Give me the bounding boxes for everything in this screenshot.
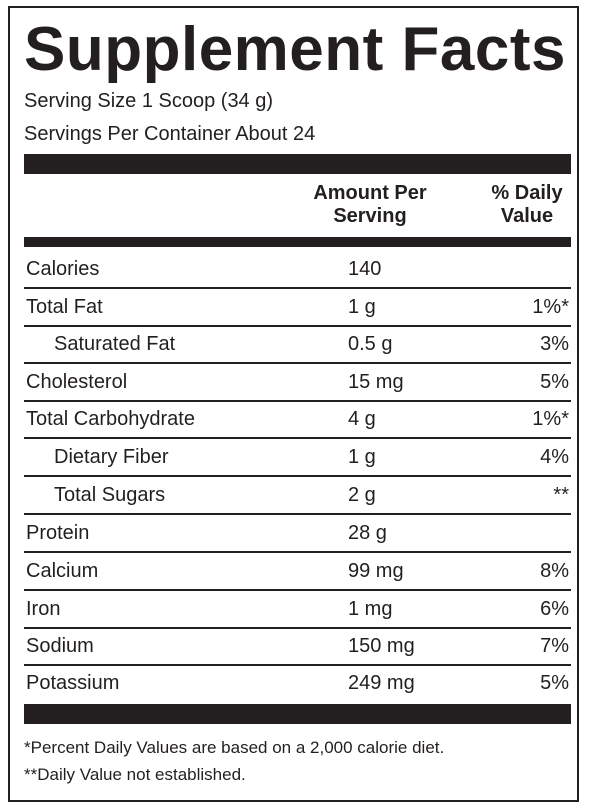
nutrient-daily-value: 6% [540,598,569,620]
nutrient-amount: 249 mg [348,672,415,694]
row-divider [24,589,571,591]
serving-size: Serving Size 1 Scoop (34 g) [24,90,274,112]
nutrient-amount: 28 g [348,522,387,544]
nutrient-amount: 1 g [348,296,376,318]
table-row: Calcium 99 mg 8% [24,553,571,591]
daily-value-header: % Daily Value [478,182,576,228]
row-divider [24,362,571,364]
thick-divider-header [24,237,571,247]
nutrient-name: Protein [26,522,90,544]
nutrient-daily-value: 1%* [532,408,569,430]
thick-divider-bottom [24,704,571,724]
nutrient-name: Total Sugars [54,484,166,506]
nutrient-amount: 15 mg [348,371,404,393]
nutrient-name: Total Carbohydrate [26,408,195,430]
row-divider [24,325,571,327]
nutrient-daily-value: 4% [540,446,569,468]
table-row: Potassium 249 mg 5% [24,665,571,703]
nutrient-amount: 1 g [348,446,376,468]
nutrient-name: Calories [26,258,100,280]
row-divider [24,437,571,439]
nutrient-amount: 150 mg [348,635,415,657]
servings-per-container: Servings Per Container About 24 [24,123,316,145]
nutrient-name: Cholesterol [26,371,128,393]
table-row: Total Sugars 2 g ** [24,477,571,515]
amount-header-line1: Amount Per [313,182,427,204]
nutrient-daily-value: ** [553,484,569,506]
row-divider [24,475,571,477]
nutrient-daily-value: 5% [540,672,569,694]
nutrient-name: Potassium [26,672,120,694]
table-row: Dietary Fiber 1 g 4% [24,439,571,477]
row-divider [24,551,571,553]
footnote-not-established: **Daily Value not established. [24,765,246,784]
dv-header-line2: Value [500,205,554,227]
row-divider [24,400,571,402]
row-divider [24,627,571,629]
nutrient-name: Total Fat [26,296,103,318]
nutrient-amount: 140 [348,258,382,280]
table-row: Total Fat 1 g 1%* [24,289,571,327]
nutrient-daily-value: 3% [540,333,569,355]
nutrient-daily-value: 5% [540,371,569,393]
thick-divider-top [24,154,571,174]
nutrient-name: Saturated Fat [54,333,176,355]
table-row: Cholesterol 15 mg 5% [24,364,571,402]
supplement-facts-panel: Supplement Facts Serving Size 1 Scoop (3… [8,6,579,802]
nutrient-name: Iron [26,598,61,620]
nutrient-amount: 99 mg [348,560,404,582]
table-row: Total Carbohydrate 4 g 1%* [24,401,571,439]
amount-header-line2: Serving [333,205,407,227]
footnote-daily-values: *Percent Daily Values are based on a 2,0… [24,738,445,757]
table-row: Sodium 150 mg 7% [24,628,571,666]
nutrient-amount: 0.5 g [348,333,393,355]
table-row: Saturated Fat 0.5 g 3% [24,326,571,364]
nutrient-name: Sodium [26,635,94,657]
nutrient-amount: 1 mg [348,598,393,620]
nutrient-daily-value: 7% [540,635,569,657]
table-row: Protein 28 g [24,515,571,553]
row-divider [24,287,571,289]
nutrient-name: Calcium [26,560,99,582]
row-divider [24,513,571,515]
dv-header-line1: % Daily [491,182,563,204]
nutrient-daily-value: 8% [540,560,569,582]
row-divider [24,664,571,666]
nutrient-daily-value: 1%* [532,296,569,318]
amount-per-serving-header: Amount Per Serving [296,182,444,228]
nutrient-amount: 2 g [348,484,376,506]
table-row: Calories 140 [24,251,571,289]
table-row: Iron 1 mg 6% [24,591,571,629]
nutrient-name: Dietary Fiber [54,446,169,468]
panel-title: Supplement Facts [24,15,566,84]
nutrient-amount: 4 g [348,408,376,430]
